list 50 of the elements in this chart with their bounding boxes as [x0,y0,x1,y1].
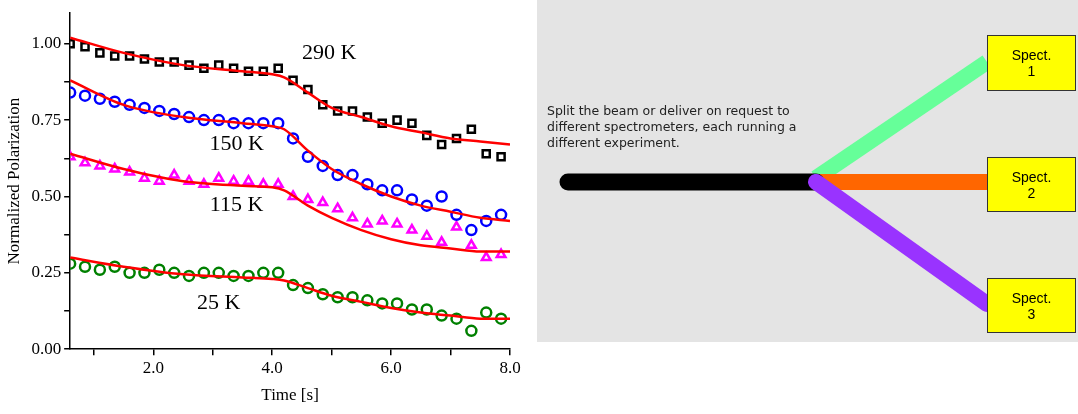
series-label: 290 K [302,38,357,64]
y-tick-label: 0.75 [31,109,62,129]
point [406,223,418,234]
point [436,139,447,150]
y-tick-label: 0.50 [31,185,62,205]
series-label: 150 K [209,130,264,156]
text: Spect. 3 [987,278,1076,333]
x-axis-title: Time [s] [261,385,319,405]
x-tick-label: 8.0 [499,357,521,377]
point [466,124,477,135]
point [95,48,105,58]
point [332,202,344,213]
point [376,214,388,225]
y-axis-title: Normalized Polarization [3,97,23,265]
point [93,263,107,277]
point [391,217,403,228]
point [78,260,92,273]
y-tick-label: 0.00 [31,338,62,358]
point [421,229,433,240]
point [361,217,373,228]
point [213,171,225,182]
point [450,220,463,231]
point [481,148,492,159]
point [392,115,402,125]
point [228,174,240,185]
x-tick-label: 2.0 [142,357,164,377]
point [496,151,506,162]
series-label: 25 K [197,289,241,315]
point [465,223,478,237]
point [168,168,180,179]
text: Spect. 2 [987,157,1076,212]
point [346,211,359,222]
x-tick-label: 6.0 [380,357,402,377]
x-tick-label: 4.0 [261,357,283,377]
point [271,266,285,280]
y-tick-label: 0.25 [31,262,62,282]
point [390,184,404,197]
series-label: 115 K [209,191,264,217]
text: Split the beam or deliver on request to different spectrometers, each running a different experiment. [547,103,798,151]
y-tick-label: 1.00 [31,33,62,53]
point [407,118,417,128]
point [480,251,492,262]
point [273,63,283,73]
point [109,51,120,61]
point [242,174,255,185]
point [78,89,92,102]
point [465,324,478,338]
text: Spect. 1 [987,35,1076,91]
point [435,190,448,203]
point [317,196,329,207]
